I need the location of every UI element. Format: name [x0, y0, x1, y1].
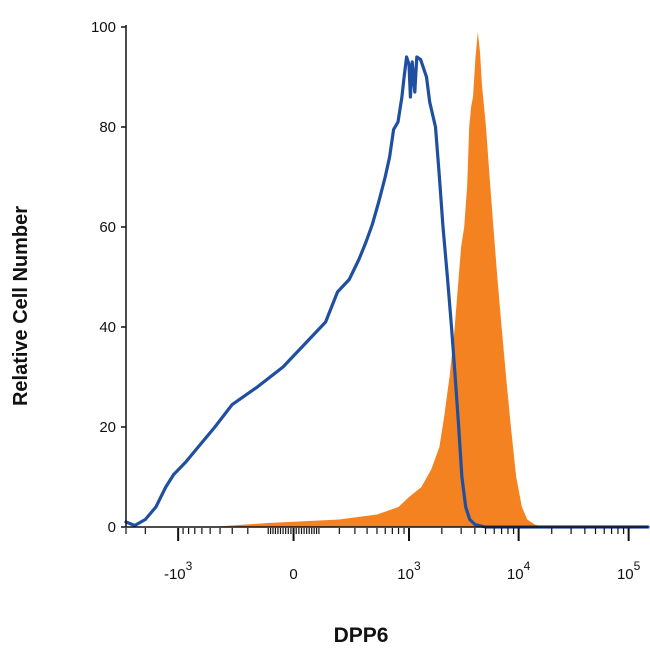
axes-layer: [121, 25, 648, 528]
y-tick-labels: 0 20 40 60 80 100: [91, 19, 116, 536]
series-1-filled-histogram: [126, 32, 648, 527]
x-tick-label: 0: [289, 566, 297, 583]
y-tick-label: 40: [99, 319, 116, 336]
x-axis-minor-ticks: [125, 528, 630, 541]
x-tick-label: 105: [617, 559, 641, 583]
x-tick-label: 103: [397, 559, 421, 583]
y-axis-title: Relative Cell Number: [10, 206, 32, 406]
x-tick-label: 104: [507, 559, 531, 583]
x-tick-label: -103: [164, 559, 193, 583]
y-tick-label: 80: [99, 119, 116, 136]
x-axis-title: DPP6: [334, 624, 389, 647]
y-tick-label: 0: [108, 519, 116, 536]
y-tick-label: 20: [99, 419, 116, 436]
x-tick-labels: -103 0 103 104 105: [164, 559, 641, 583]
y-tick-label: 60: [99, 219, 116, 236]
series-layer: [124, 32, 650, 529]
y-tick-label: 100: [91, 19, 116, 36]
series-0-outline-histogram: [124, 55, 650, 529]
